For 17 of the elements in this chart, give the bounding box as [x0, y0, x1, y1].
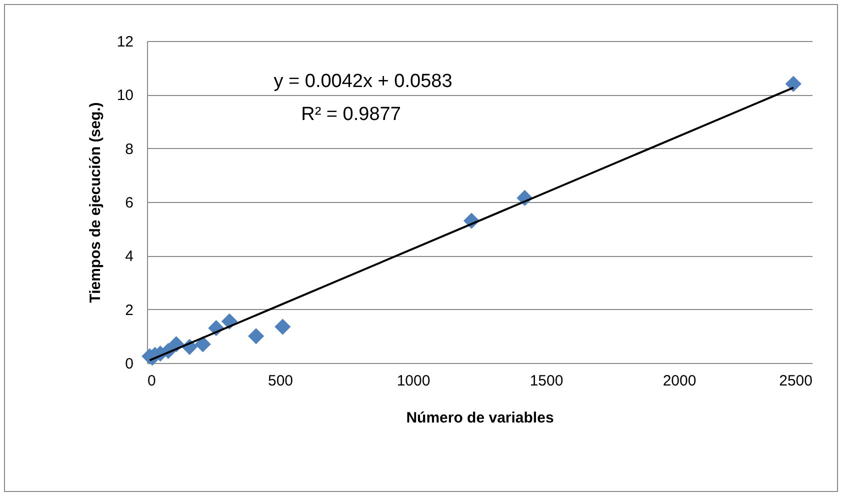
y-tick-label: 12: [116, 34, 134, 50]
y-tick-label: 6: [125, 194, 134, 212]
y-axis-title: Tiempos de ejecución (seg.): [86, 102, 104, 303]
y-tick-label: 10: [116, 87, 134, 104]
x-tick-label: 500: [268, 372, 294, 390]
annotation: y = 0.0042x + 0.0583: [274, 71, 452, 92]
x-tick-label: 0: [148, 372, 156, 390]
y-tick-label: 8: [125, 140, 134, 158]
y-tick-label: 4: [125, 248, 134, 266]
x-tick-label: 2000: [662, 372, 696, 390]
y-tick-label: 2: [125, 302, 134, 319]
annotation: R² = 0.9877: [301, 104, 401, 125]
x-tick-label: 2500: [779, 372, 812, 390]
x-axis-title: Número de variables: [406, 410, 554, 426]
y-tick-label: 0: [125, 356, 134, 372]
x-tick-label: 1500: [530, 372, 564, 390]
x-tick-label: 1000: [396, 372, 430, 390]
